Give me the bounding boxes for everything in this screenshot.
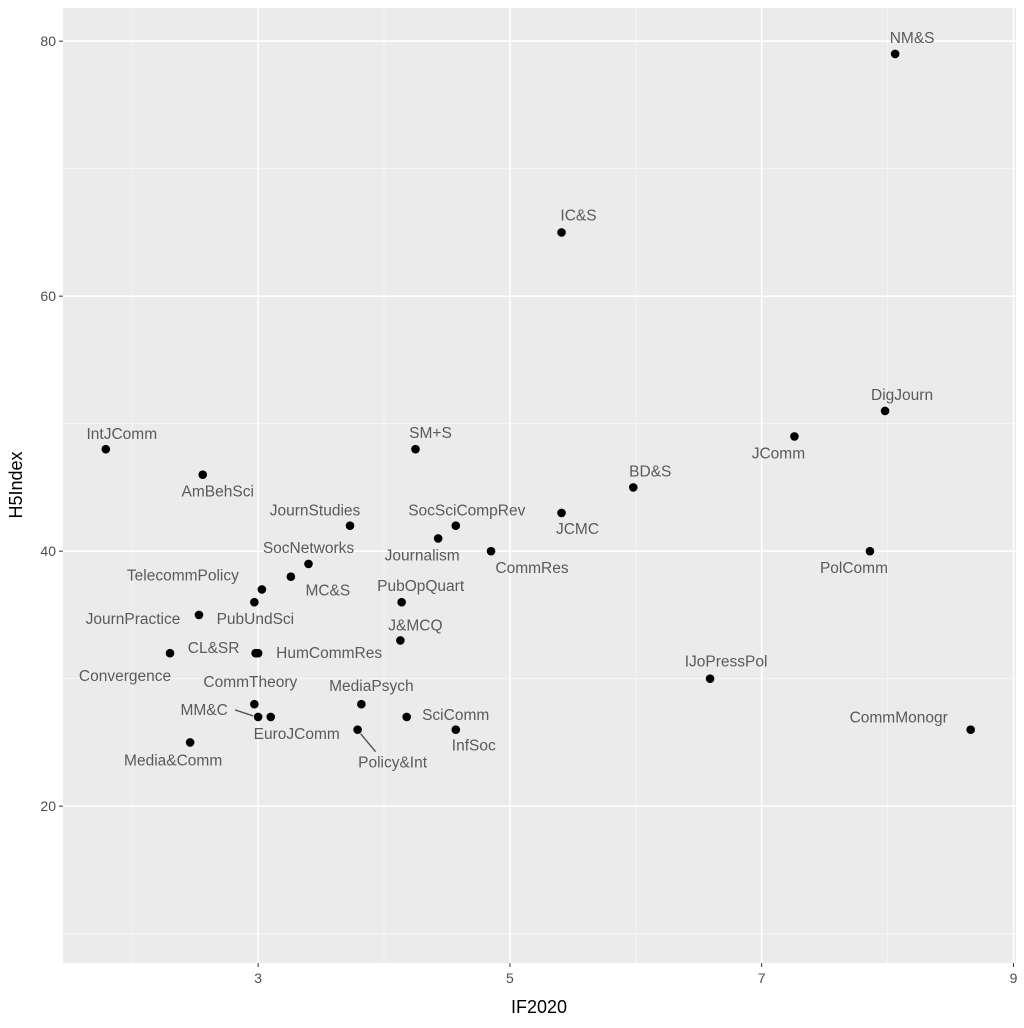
x-tick-label: 9 (1010, 970, 1018, 986)
point-label: InfSoc (452, 738, 496, 755)
data-point (253, 648, 263, 658)
point-label: TelecommPolicy (127, 567, 239, 584)
point-label: NM&S (890, 30, 935, 47)
plot-panel (63, 8, 1016, 963)
point-label: PubUndSci (217, 611, 295, 628)
point-label: JournStudies (270, 503, 361, 520)
data-point (345, 521, 355, 530)
point-label: SciComm (422, 707, 489, 724)
data-point (165, 648, 175, 658)
point-label: AmBehSci (182, 484, 254, 501)
data-point (433, 534, 443, 543)
data-point (304, 559, 313, 569)
point-label: SM+S (409, 425, 452, 442)
data-point (101, 444, 111, 454)
data-point (396, 636, 405, 645)
point-label: IC&S (560, 207, 596, 224)
point-label: PubOpQuart (377, 578, 465, 595)
data-point (185, 738, 195, 747)
point-label: JComm (752, 445, 805, 462)
point-label: MM&C (180, 702, 227, 719)
y-tick-label: 40 (40, 543, 56, 559)
data-point (253, 712, 263, 722)
data-point (890, 49, 900, 59)
data-point (557, 508, 566, 518)
point-label: JCMC (556, 521, 599, 538)
y-axis-title: H5Index (6, 451, 26, 518)
point-label: CommTheory (203, 674, 297, 691)
data-point (402, 712, 411, 722)
data-point (357, 699, 366, 709)
point-label: Media&Comm (124, 752, 222, 769)
data-point (353, 725, 362, 734)
data-point (286, 572, 296, 581)
x-tick-label: 5 (506, 970, 514, 986)
point-label: Convergence (79, 668, 171, 685)
point-label: Journalism (385, 547, 460, 564)
data-point (194, 610, 204, 620)
data-point (486, 546, 496, 556)
x-axis: 3 5 7 9 (254, 963, 1018, 986)
point-label: SocNetworks (263, 540, 355, 557)
point-label: IJoPressPol (685, 654, 768, 671)
point-label: CommMonogr (850, 710, 948, 727)
label-connector (360, 733, 377, 753)
point-label: Policy&Int (358, 755, 428, 772)
data-point (790, 432, 799, 441)
point-label: J&MCQ (388, 617, 442, 634)
major-gridlines (63, 8, 1016, 963)
data-point (966, 725, 975, 734)
point-label: CL&SR (188, 640, 240, 657)
y-tick-label: 80 (40, 33, 56, 49)
point-label: IntJComm (86, 426, 157, 443)
point-labels: NM&S IC&S DigJourn JComm IntJComm SM+S AmBehSc… (79, 30, 948, 772)
data-point (411, 444, 420, 454)
data-point (557, 228, 566, 237)
point-label: CommRes (495, 560, 568, 577)
y-tick-label: 60 (40, 288, 56, 304)
point-label: EuroJComm (254, 726, 340, 743)
data-point (880, 406, 890, 416)
data-point (705, 674, 715, 683)
y-axis: 20 40 60 80 (40, 33, 63, 814)
point-label: DigJourn (871, 387, 933, 404)
data-point (250, 699, 259, 709)
data-point (266, 712, 276, 722)
point-label: PolComm (820, 560, 888, 577)
point-label: HumCommRes (276, 645, 382, 662)
data-point (628, 483, 638, 492)
x-tick-label: 3 (254, 970, 262, 986)
point-label: BD&S (629, 463, 671, 480)
point-label: SocSciCompRev (408, 503, 525, 520)
x-tick-label: 7 (758, 970, 766, 986)
data-point (397, 597, 406, 607)
data-point (257, 585, 267, 594)
y-tick-label: 20 (40, 798, 56, 814)
label-connector (234, 709, 254, 717)
x-axis-title: IF2020 (511, 997, 567, 1017)
point-label: JournPractice (86, 611, 181, 628)
data-point (451, 521, 461, 530)
data-point (198, 470, 208, 479)
data-points (101, 49, 975, 747)
data-point (451, 725, 461, 734)
point-label: MC&S (305, 583, 350, 600)
point-label: MediaPsych (329, 678, 413, 695)
data-point (250, 597, 259, 607)
data-point (865, 546, 875, 556)
